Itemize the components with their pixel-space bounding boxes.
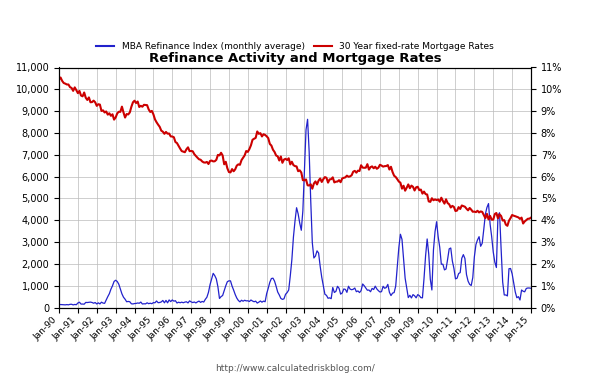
Legend: MBA Refinance Index (monthly average), 30 Year fixed-rate Mortgage Rates: MBA Refinance Index (monthly average), 3… — [93, 38, 497, 54]
Title: Refinance Activity and Mortgage Rates: Refinance Activity and Mortgage Rates — [149, 52, 441, 65]
Text: http://www.calculatedriskblog.com/: http://www.calculatedriskblog.com/ — [215, 364, 375, 373]
